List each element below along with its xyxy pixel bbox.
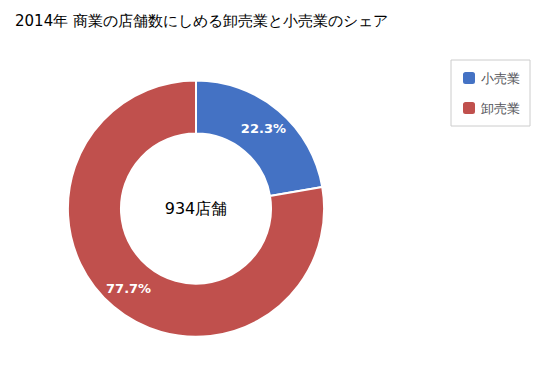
svg-text:卸売業: 卸売業 <box>481 101 520 116</box>
svg-text:77.7%: 77.7% <box>106 281 151 296</box>
svg-text:934店舗: 934店舗 <box>165 199 228 218</box>
svg-text:22.3%: 22.3% <box>241 121 286 136</box>
svg-text:小売業: 小売業 <box>481 71 520 86</box>
svg-text:2014年 商業の店舗数にしめる卸売業と小売業のシェア: 2014年 商業の店舗数にしめる卸売業と小売業のシェア <box>15 12 388 30</box>
